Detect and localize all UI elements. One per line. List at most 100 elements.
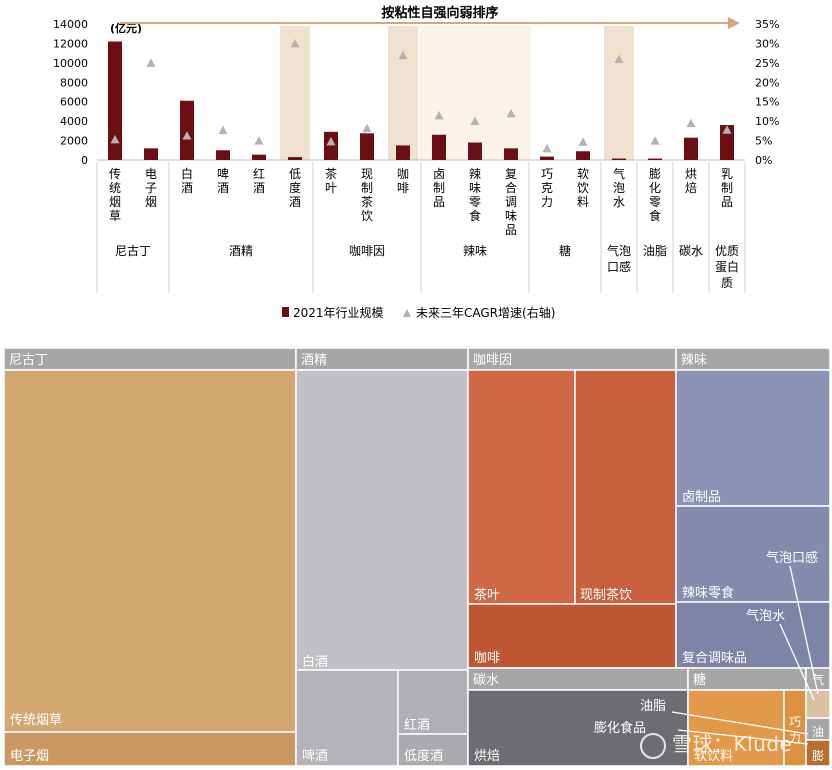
bar (468, 142, 482, 160)
treemap-tile (805, 739, 831, 767)
treemap-tile-label: 烘焙 (474, 749, 500, 764)
bar (504, 148, 518, 160)
treemap-tile (3, 731, 297, 767)
treemap-tile (397, 669, 469, 735)
legend-bar-swatch (282, 307, 289, 317)
group-label: 碳水 (679, 244, 703, 258)
bar-chart: 按粘性自强向弱排序 (亿元) 0 2000 4000 6000 8000 10000 120… (53, 5, 779, 320)
treemap-small-label: 力 (789, 731, 801, 745)
bar (180, 100, 194, 160)
highlight-column (604, 26, 634, 160)
cagr-marker (146, 58, 156, 67)
cagr-marker (506, 108, 516, 118)
treemap-tile (397, 733, 469, 767)
cagr-marker (578, 137, 588, 146)
x-tick-label: 传统烟草 (109, 166, 121, 223)
treemap-tile-label: 软饮料 (694, 749, 733, 764)
treemap-tile (574, 369, 677, 605)
callout-label: 膨化食品 (594, 720, 646, 736)
x-tick-label: 气泡水 (613, 166, 625, 209)
cagr-marker (434, 110, 444, 120)
highlight-column (280, 26, 310, 160)
y2-tick-label: 25% (755, 57, 779, 70)
x-tick-label: 咖啡 (397, 166, 409, 195)
chart-title: 按粘性自强向弱排序 (381, 5, 498, 21)
treemap-tile (467, 369, 576, 605)
y-unit-label: (亿元) (110, 21, 142, 35)
x-tick-label: 乳制品 (721, 167, 733, 209)
group-label: 辣味 (463, 244, 487, 258)
treemap-tile-label: 低度酒 (404, 748, 443, 764)
x-tick-label: 膨化零食 (649, 167, 661, 223)
cagr-marker (722, 125, 732, 134)
bar (216, 150, 230, 160)
cagr-marker (398, 50, 408, 60)
treemap-group-label: 碳水 (473, 673, 499, 688)
bar (684, 137, 698, 160)
treemap-tile (295, 369, 469, 671)
callout-leader-line (789, 565, 819, 695)
watermark-text: 雪球：Klude (672, 732, 793, 756)
y2-tick-label: 0% (755, 154, 772, 167)
bar (108, 41, 122, 160)
y2-tick-label: 20% (755, 76, 779, 89)
x-tick-label: 红酒 (253, 166, 265, 195)
y2-tick-label: 35% (755, 18, 779, 31)
callout-label: 油脂 (640, 699, 666, 714)
treemap-tile-label: 现制茶饮 (580, 587, 632, 603)
treemap-tile-label: 白酒 (302, 654, 328, 670)
x-tick-label: 啤酒 (217, 166, 229, 195)
y-tick-label: 0 (81, 154, 88, 167)
treemap-group-label: 糖 (693, 672, 706, 688)
cagr-marker (290, 38, 300, 48)
treemap-tile (675, 369, 831, 507)
y2-tick-label: 15% (755, 96, 779, 109)
cagr-marker (110, 134, 120, 144)
treemap-tile-label: 卤制品 (682, 489, 721, 505)
x-tick-label: 现制茶饮 (361, 167, 373, 223)
y-tick-label: 2000 (60, 135, 88, 148)
bar (612, 158, 626, 160)
group-label: 尼古丁 (115, 243, 151, 258)
treemap-tile-label: 咖啡 (474, 651, 500, 666)
treemap-tile-label: 电子烟 (10, 749, 49, 764)
watermark: 雪球：Klude (640, 728, 792, 759)
treemap-tile-label: 辣味零食 (682, 585, 734, 601)
y-tick-label: 12000 (53, 37, 88, 50)
treemap-tile-label: 红酒 (404, 717, 430, 733)
treemap-tile (675, 601, 831, 669)
highlight-column (388, 26, 418, 160)
x-tick-label: 烘焙 (685, 167, 697, 195)
callout-label: 气泡口感 (766, 550, 818, 566)
bar (252, 154, 266, 160)
y-tick-label: 6000 (60, 96, 88, 109)
x-tick-label: 低度酒 (289, 167, 301, 209)
treemap-tile-label: 传统烟草 (10, 713, 62, 728)
cagr-marker (614, 54, 624, 63)
cagr-marker (686, 118, 696, 128)
bar (720, 125, 734, 160)
group-label: 优质蛋白质 (715, 244, 739, 290)
callout-label: 气泡水 (746, 608, 785, 624)
y-tick-label: 4000 (60, 115, 88, 128)
watermark-logo-icon (640, 732, 666, 759)
cagr-marker (254, 136, 264, 145)
treemap-group-label: 咖啡因 (473, 353, 512, 368)
callout-leader-line (671, 711, 809, 735)
treemap-tile-label: 复合调味品 (682, 651, 747, 666)
x-tick-label: 巧克力 (541, 167, 553, 209)
y-tick-label: 14000 (53, 18, 88, 31)
x-tick-label: 白酒 (181, 166, 193, 195)
treemap-group-header (467, 667, 689, 691)
x-tick-label: 软饮料 (577, 167, 589, 209)
group-label: 油脂 (643, 243, 667, 258)
bar (576, 151, 590, 160)
treemap-small-label: 油 (812, 725, 824, 739)
sort-arrow-head-icon (728, 17, 740, 29)
treemap-tile (805, 689, 831, 719)
legend-marker-label: 未来三年CAGR增速(右轴) (416, 305, 555, 320)
x-tick-label: 卤制品 (433, 167, 445, 209)
bar (396, 145, 410, 160)
bar (324, 131, 338, 160)
